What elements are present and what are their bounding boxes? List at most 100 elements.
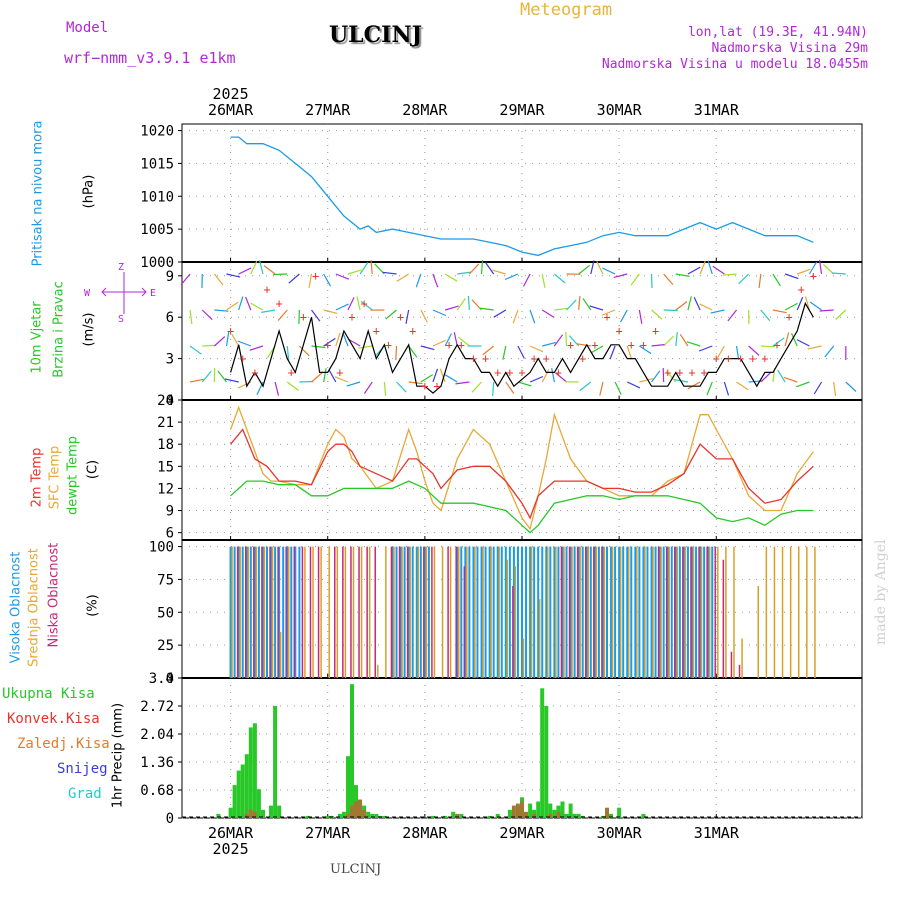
wind-gust-mark: + [603,310,610,324]
wind-arrow [492,381,495,397]
wind-arrow [835,309,847,320]
wind-gust-mark: + [652,324,659,338]
date-label-top: 31MAR [694,101,740,119]
wind-arrow [639,378,654,383]
wind-arrow [328,369,337,383]
precip-total-bar [382,815,387,818]
precip-total-bar [216,813,221,818]
wind-gust-mark: + [798,283,805,297]
precip-conv-bar [556,811,561,818]
wind-arrow [492,269,506,275]
wind-arrow [687,296,692,311]
wind-arrow [819,309,834,312]
precip-total-bar [236,770,241,818]
precip-total-bar [228,807,233,818]
wind-arrow [347,297,355,311]
precip-conv-bar [605,807,609,818]
wind-arrow [342,332,349,347]
precip-ytick-label: 1.36 [140,755,174,771]
wind-gust-mark: + [810,269,817,283]
precip-total-bar [528,803,533,818]
wind-arrow [405,309,410,324]
precip-total-bar [374,813,379,818]
wind-arrow [444,333,453,347]
pressure-frame [181,123,863,263]
wind-arrow [638,309,643,324]
wind-arrow [666,371,677,383]
wind-arrow [356,296,361,311]
wind-gust-mark: + [676,365,683,379]
wind-arrow [479,307,494,311]
precip-total-bar [487,815,492,818]
station-title: ULCINJ [329,22,422,48]
wind-arrow [420,345,435,351]
wind-arrow [833,381,837,396]
wind-arrow [359,262,369,275]
precip-total-bar [548,803,553,818]
wind-arrow [432,339,446,347]
wind-arrow [346,381,361,387]
wind-gust-mark: + [531,352,538,366]
temp-ytick-label: 12 [157,481,174,497]
precip-total-bar [552,809,557,818]
wind-gust-mark: + [336,365,343,379]
wind-gust-mark: + [591,338,598,352]
wind-arrow [566,299,577,311]
wind-gust-mark: + [373,324,380,338]
date-label-bottom: 26MAR [208,824,254,842]
wind-arrow [453,332,458,347]
wind-arrow [819,260,823,275]
wind-arrow [444,374,458,383]
wind-arrow [565,331,568,347]
wind-arrow [555,372,567,383]
year-label-bottom: 2025 [213,840,249,858]
pressure-ytick-label: 1020 [140,124,174,140]
precip-total-bar [341,811,346,818]
cloud-ytick-label: 0 [166,671,174,687]
wind-arrow [723,381,730,396]
wind-arrow [687,381,701,390]
wind-arrow [299,380,314,383]
wind-arrow [408,345,418,358]
wind-gust-mark: + [506,365,513,379]
wind-gust-mark: + [446,338,453,352]
precip-total-bar [451,811,456,818]
wind-arrow [663,335,675,347]
wind-gust-mark: + [737,352,744,366]
wind-arrow [529,345,544,353]
wind-arrow [249,345,264,351]
wind-gust-mark: + [288,365,295,379]
wind-arrow [189,378,204,383]
temp-ytick-label: 18 [157,437,174,453]
wind-arrow [201,309,213,321]
compass-north: Z [118,262,125,273]
legend-snow: Snijeg [57,761,108,777]
wind-arrow [609,345,616,360]
precip-total-bar [459,813,464,818]
wind-gust-mark: + [409,324,416,338]
wind-arrow [311,372,323,383]
wind-arrow [619,309,628,323]
temp-2m-line [230,428,814,520]
wind-arrow [226,301,239,311]
precip-total-bar [370,813,375,818]
wind-arrow [748,345,760,356]
wind-arrow [590,345,604,354]
wind-arrow [807,345,822,350]
temp-ytick-label: 21 [157,415,174,431]
precip-ytick-label: 0 [166,811,174,827]
wind-arrow [542,341,556,347]
wind-gust-mark: + [421,379,428,393]
wind-arrow [831,272,846,275]
wind-arrow [596,261,604,275]
precip-conv-bar [248,809,253,818]
cloud-ytick-label: 50 [157,605,174,621]
precip-total-bar [536,801,541,818]
wind-arrow [482,345,495,356]
wind-arrow [824,345,835,358]
precip-total-bar [568,803,573,818]
wind-arrow [323,273,332,287]
precip-total-bar [572,813,577,818]
wind-arrow [727,309,737,322]
wind-arrow [335,303,349,311]
